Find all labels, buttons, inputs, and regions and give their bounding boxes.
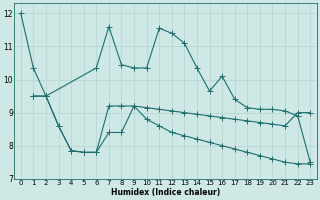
X-axis label: Humidex (Indice chaleur): Humidex (Indice chaleur) xyxy=(111,188,220,197)
